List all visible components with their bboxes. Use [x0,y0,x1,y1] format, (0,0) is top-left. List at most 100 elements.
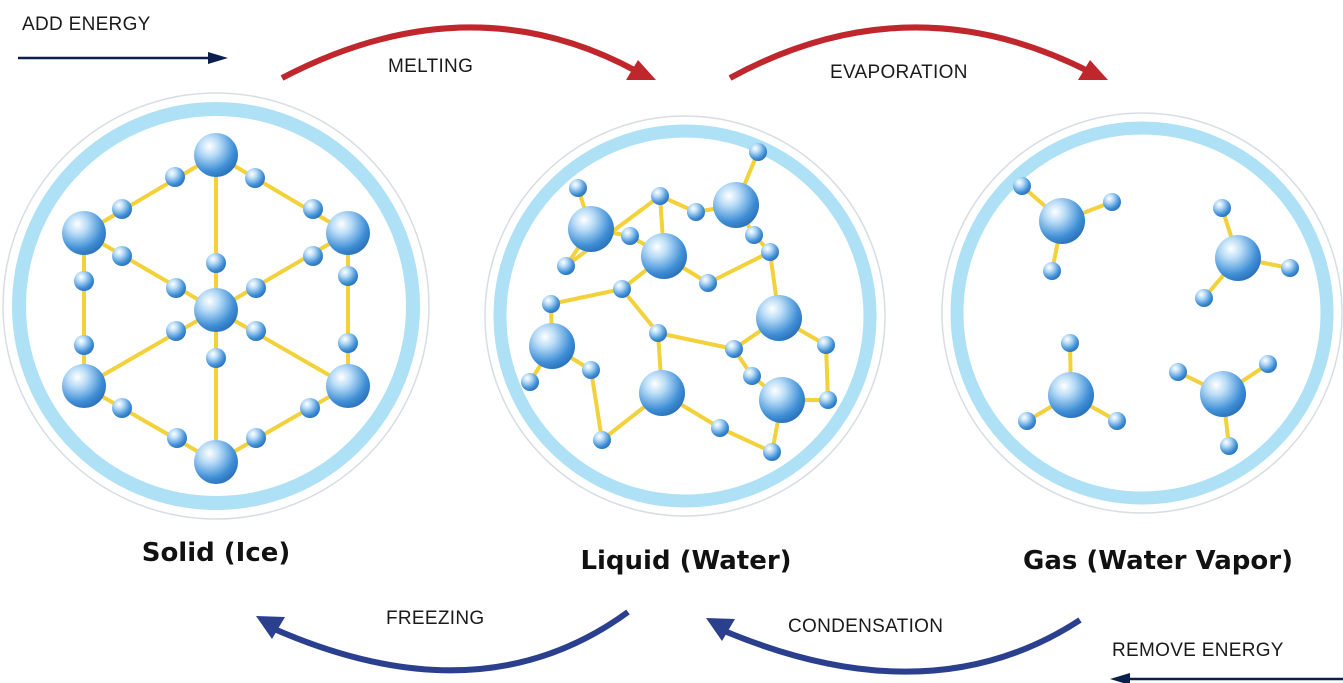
hydrogen-atom [303,199,323,219]
oxygen-atom [194,133,238,177]
condensation-label: CONDENSATION [788,616,944,637]
hydrogen-atom [166,278,186,298]
oxygen-atom [62,364,106,408]
hydrogen-atom [749,143,767,161]
hydrogen-atom [649,324,667,342]
hydrogen-atom [743,367,761,385]
oxygen-atom [568,206,614,252]
hydrogen-atom [1195,289,1213,307]
melting-label: MELTING [388,56,474,77]
hydrogen-atom [651,187,669,205]
water-network [521,143,837,461]
hydrogen-atom [1281,259,1299,277]
hydrogen-atom [245,168,265,188]
hydrogen-atom [521,373,539,391]
hydrogen-atom [1169,363,1187,381]
hydrogen-atom [246,321,266,341]
bond [83,384,217,464]
solid-state-title: Solid (Ice) [141,538,291,568]
hydrogen-atom [303,246,323,266]
hydrogen-atom [1103,193,1121,211]
freezing-arrow [256,609,630,674]
vapor-molecules [1013,177,1299,455]
gas-state-title: Gas (Water Vapor) [1023,546,1293,576]
bond [719,426,773,454]
hydrogen-atom [699,274,717,292]
bond [657,331,735,351]
hydrogen-atom [112,398,132,418]
melting-arrow [280,24,656,81]
evaporation-arrow [728,24,1108,81]
oxygen-atom [326,211,370,255]
bond [82,231,218,312]
liquid-circle [484,115,886,517]
oxygen-atom [1048,372,1094,418]
hydrogen-atom [1108,412,1126,430]
oxygen-atom [194,440,238,484]
hydrogen-atom [582,361,600,379]
bond [707,250,771,285]
oxygen-atom [756,295,802,341]
bond [824,344,830,401]
remove-energy-label: REMOVE ENERGY [1112,640,1284,661]
hydrogen-atom [246,278,266,298]
hydrogen-atom [1220,437,1238,455]
hydrogen-atom [1013,177,1031,195]
gas-circle [941,112,1343,514]
hydrogen-atom [763,443,781,461]
bond [589,369,604,441]
hydrogen-atom [206,348,226,368]
hydrogen-atom [745,226,763,244]
bond [620,287,660,335]
oxygen-atom [713,182,759,228]
bond [550,287,623,306]
hydrogen-atom [112,246,132,266]
hydrogen-atom [1043,262,1061,280]
oxygen-atom [1200,371,1246,417]
bond [215,384,349,464]
hydrogen-atom [613,280,631,298]
hydrogen-atom [338,266,358,286]
liquid-state-title: Liquid (Water) [580,546,792,576]
condensation-arrow [706,617,1082,675]
hydrogen-atom [557,257,575,275]
bond [82,153,218,235]
freezing-label: FREEZING [386,608,485,629]
hydrogen-atom [165,167,185,187]
hydrogen-atom [1061,334,1079,352]
hydrogen-atom [246,428,266,448]
hydrogen-atom [338,333,358,353]
remove-energy-arrow [1110,673,1343,683]
hydrogen-atom [819,391,837,409]
bond [214,231,350,312]
add-energy-arrow [18,52,228,64]
hydrogen-atom [542,295,560,313]
hydrogen-atom [300,398,320,418]
hydrogen-atom [569,179,587,197]
hydrogen-atom [74,271,94,291]
ice-lattice [62,133,370,484]
oxygen-atom [641,233,687,279]
hydrogen-atom [593,431,611,449]
bond [214,153,350,235]
hydrogen-atom [761,243,779,261]
hydrogen-atom [206,253,226,273]
hydrogen-atom [687,203,705,221]
hydrogen-atom [166,321,186,341]
hydrogen-atom [621,227,639,245]
oxygen-atom [639,370,685,416]
add-energy-label: ADD ENERGY [22,14,151,35]
bond [215,308,349,388]
hydrogen-atom [1213,199,1231,217]
hydrogen-atom [1018,412,1036,430]
oxygen-atom [1039,198,1085,244]
oxygen-atom [529,323,575,369]
oxygen-atom [759,377,805,423]
oxygen-atom [1215,235,1261,281]
evaporation-label: EVAPORATION [830,62,968,83]
hydrogen-atom [1259,355,1277,373]
oxygen-atom [326,364,370,408]
oxygen-atom [62,211,106,255]
oxygen-atom [194,288,238,332]
